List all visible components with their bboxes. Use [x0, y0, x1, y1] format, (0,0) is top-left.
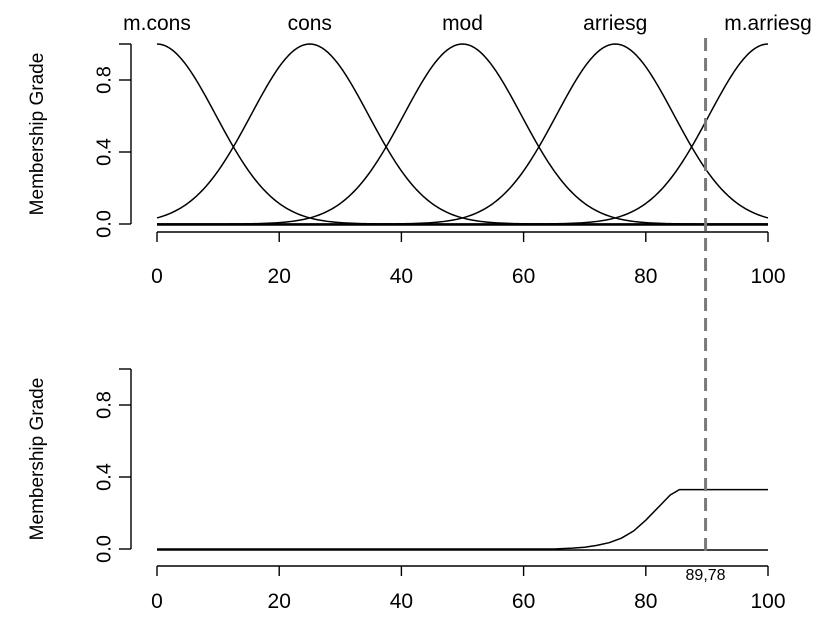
y-tick-label: 0.0: [93, 535, 115, 563]
x-tick-label: 40: [390, 590, 413, 613]
bottom-panel: 0.0 0.4 0.8 Membership Grade 0 20 40 60 80 100 89,…: [27, 368, 786, 613]
series-line-mod: [157, 43, 768, 225]
x-tick-label: 0: [151, 265, 163, 288]
y-tick-label: 0.4: [93, 138, 115, 166]
x-tick-label: 0: [151, 590, 163, 613]
y-tick-label: 0.4: [93, 463, 115, 491]
x-tick-label: 20: [268, 265, 291, 288]
x-tick-label: 100: [750, 265, 785, 288]
y-tick-label: 0.8: [93, 66, 115, 94]
series-label: cons: [288, 12, 332, 35]
series-label: m.arriesg: [724, 12, 812, 35]
x-tick-label: 80: [634, 590, 657, 613]
series-label: m.cons: [123, 12, 191, 35]
reference-value-label: 89,78: [686, 567, 726, 584]
series-line-cons: [156, 43, 768, 225]
y-axis-label: Membership Grade: [27, 53, 48, 216]
x-tick-label: 40: [390, 265, 413, 288]
y-tick-label: 0.0: [93, 210, 115, 238]
y-axis-label: Membership Grade: [27, 378, 48, 541]
series-line-m.cons: [156, 43, 768, 225]
series-label: mod: [442, 12, 483, 35]
x-tick-label: 60: [512, 590, 535, 613]
x-tick-label: 80: [634, 265, 657, 288]
series-line-series-0: [157, 488, 768, 550]
x-tick-label: 20: [268, 590, 291, 613]
y-tick-label: 0.8: [93, 391, 115, 419]
x-tick-label: 60: [512, 265, 535, 288]
series-line-m.arriesg: [157, 43, 769, 225]
top-panel: 0.0 0.4 0.8 Membership Grade 0 20 40 60 80 100 m.c…: [27, 12, 812, 288]
x-tick-label: 100: [750, 590, 785, 613]
series-label: arriesg: [583, 12, 647, 35]
series-line-arriesg: [157, 43, 769, 225]
